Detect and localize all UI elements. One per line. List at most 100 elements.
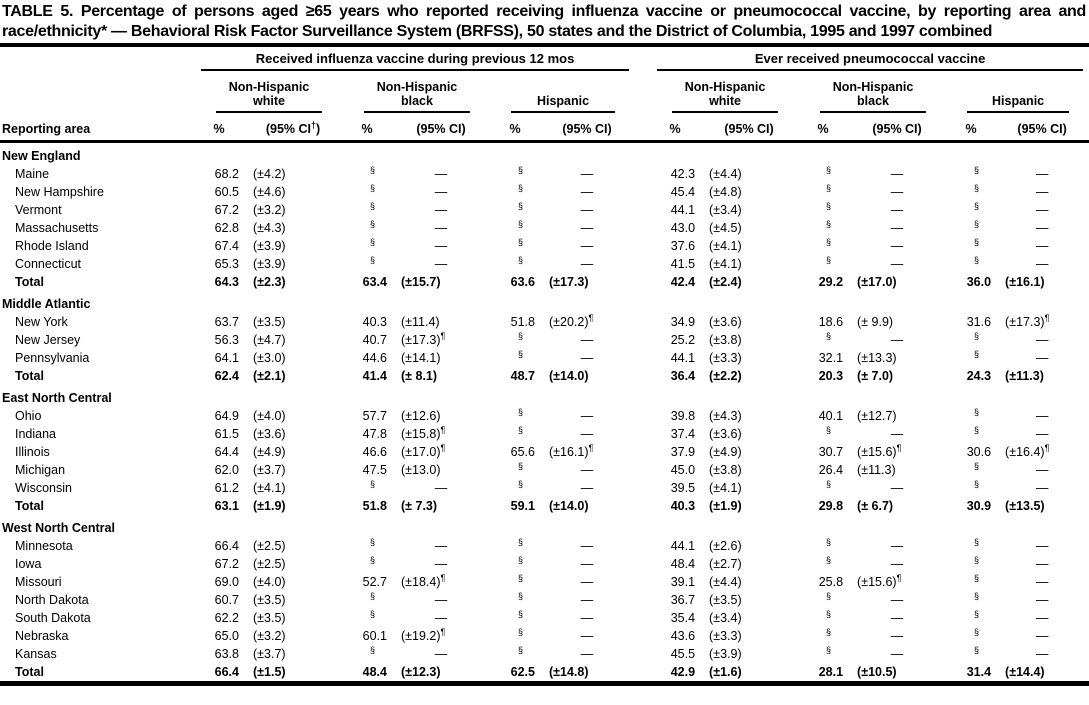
- row-area-label: South Dakota: [15, 611, 91, 625]
- column-gap: [635, 537, 651, 555]
- pct-cell: §: [369, 182, 375, 193]
- pct-cell: §: [974, 236, 980, 247]
- pct-cell: 36.7: [670, 593, 696, 607]
- ci-cell: (±11.3): [1005, 369, 1044, 383]
- column-gap: [635, 201, 651, 219]
- group-underline: Ever received pneumococcal vaccine: [657, 51, 1084, 71]
- table-row: Maine 68.2 (±4.2) § — § — 42.3 (±4.4) § — § —: [0, 165, 1089, 183]
- ci-cell: (±4.4): [709, 167, 742, 181]
- pct-cell: 18.6: [818, 315, 844, 329]
- pct-cell: 65.0: [214, 629, 239, 643]
- ci-cell: (±3.0): [253, 351, 286, 365]
- ci-column-header: (95% CI): [562, 122, 612, 136]
- pct-cell: 45.4: [670, 185, 696, 199]
- pct-cell: §: [517, 536, 523, 547]
- section-name: New England: [2, 149, 81, 163]
- column-gap: [635, 183, 651, 201]
- ci-column-header: (95% CI): [416, 122, 466, 136]
- ci-cell: —: [890, 427, 904, 441]
- ci-cell: (±4.9): [253, 445, 286, 459]
- ci-cell: —: [434, 539, 448, 553]
- ci-cell: (±17.3)¶: [1005, 312, 1050, 329]
- table-row: Massachusetts 62.8 (±4.3) § — § — 43.0 (±4.5) § — §…: [0, 219, 1089, 237]
- ci-cell: (±3.6): [253, 427, 286, 441]
- pct-cell: §: [517, 608, 523, 619]
- pct-cell: §: [974, 478, 980, 489]
- pct-cell: 31.4: [966, 665, 992, 679]
- pct-cell: 32.1: [818, 351, 844, 365]
- pct-cell: 67.2: [214, 557, 239, 571]
- pct-cell: §: [517, 164, 523, 175]
- race-subgroup-header: Non-Hispanic black: [799, 71, 947, 113]
- ci-cell: (±4.1): [709, 257, 742, 271]
- pct-cell: 20.3: [818, 369, 844, 383]
- pct-cell: 60.1: [362, 629, 387, 643]
- pct-cell: §: [517, 572, 523, 583]
- ci-cell: (±12.7): [857, 409, 897, 423]
- ci-cell: (±3.4): [709, 203, 742, 217]
- row-area-label: Total: [15, 369, 44, 383]
- column-gap: [635, 627, 651, 645]
- table-row: Minnesota 66.4 (±2.5) § — § — 44.1 (±2.6) § — § —: [0, 537, 1089, 555]
- ci-cell: —: [1035, 593, 1049, 607]
- ci-cell: (±4.8): [709, 185, 742, 199]
- ci-cell: —: [434, 185, 448, 199]
- ci-column-header: (95% CI): [1017, 122, 1067, 136]
- column-gap: [635, 407, 651, 425]
- pct-cell: 29.2: [818, 275, 844, 289]
- pct-cell: 48.7: [510, 369, 535, 383]
- pct-cell: §: [974, 590, 980, 601]
- table-row: Indiana 61.5 (±3.6) 47.8 (±15.8)¶ § — 37.4 (±3.6…: [0, 425, 1089, 443]
- ci-cell: —: [434, 203, 448, 217]
- ci-cell: —: [890, 239, 904, 253]
- pct-cell: §: [826, 218, 832, 229]
- ci-cell: (±15.6)¶: [857, 572, 902, 589]
- pct-cell: 30.7: [818, 445, 844, 459]
- ci-cell: —: [580, 647, 594, 661]
- pct-cell: §: [369, 590, 375, 601]
- ci-cell: —: [890, 557, 904, 571]
- ci-cell: (±2.5): [253, 539, 286, 553]
- ci-cell: (±3.9): [709, 647, 742, 661]
- pct-cell: 40.1: [818, 409, 844, 423]
- ci-cell: —: [580, 575, 594, 589]
- ci-cell: (±2.4): [709, 275, 742, 289]
- table-row: Nebraska 65.0 (±3.2) 60.1 (±19.2)¶ § — 43.6 (±3.…: [0, 627, 1089, 645]
- row-area-label: New Hampshire: [15, 185, 104, 199]
- subgroup-underline: Hispanic: [966, 94, 1070, 113]
- ci-cell: —: [434, 239, 448, 253]
- ci-cell: (±2.3): [253, 275, 286, 289]
- row-area-label: Indiana: [15, 427, 57, 441]
- section-header-row: New England: [0, 142, 1089, 166]
- subgroup-underline: Non-Hispanic white: [671, 80, 779, 113]
- ci-cell: —: [580, 539, 594, 553]
- ci-cell: —: [1035, 203, 1049, 217]
- ci-cell: (±3.3): [709, 629, 742, 643]
- ci-cell: —: [580, 351, 594, 365]
- ci-cell: (±4.9): [709, 445, 742, 459]
- pct-cell: §: [974, 330, 980, 341]
- column-gap: [635, 645, 651, 663]
- ci-cell: (±4.1): [709, 481, 742, 495]
- pct-cell: 64.4: [214, 445, 239, 459]
- pct-cell: §: [974, 182, 980, 193]
- ci-cell: (±1.9): [709, 499, 742, 513]
- ci-cell: (±4.6): [253, 185, 286, 199]
- section-header-row: West North Central: [0, 515, 1089, 537]
- pct-cell: 44.1: [670, 203, 696, 217]
- section-name: East North Central: [2, 391, 112, 405]
- row-area-label: North Dakota: [15, 593, 89, 607]
- column-gap: [635, 331, 651, 349]
- pct-cell: 45.5: [670, 647, 696, 661]
- subgroup-underline: Non-Hispanic black: [363, 80, 471, 113]
- pct-cell: §: [974, 424, 980, 435]
- pct-cell: §: [369, 254, 375, 265]
- ci-cell: (±4.1): [253, 481, 286, 495]
- ci-cell: —: [1035, 221, 1049, 235]
- ci-cell: (±16.4)¶: [1005, 442, 1050, 459]
- section-name: West North Central: [2, 521, 115, 535]
- ci-cell: (±4.0): [253, 409, 286, 423]
- ci-cell: —: [434, 557, 448, 571]
- pct-cell: 48.4: [362, 665, 387, 679]
- pct-cell: §: [826, 254, 832, 265]
